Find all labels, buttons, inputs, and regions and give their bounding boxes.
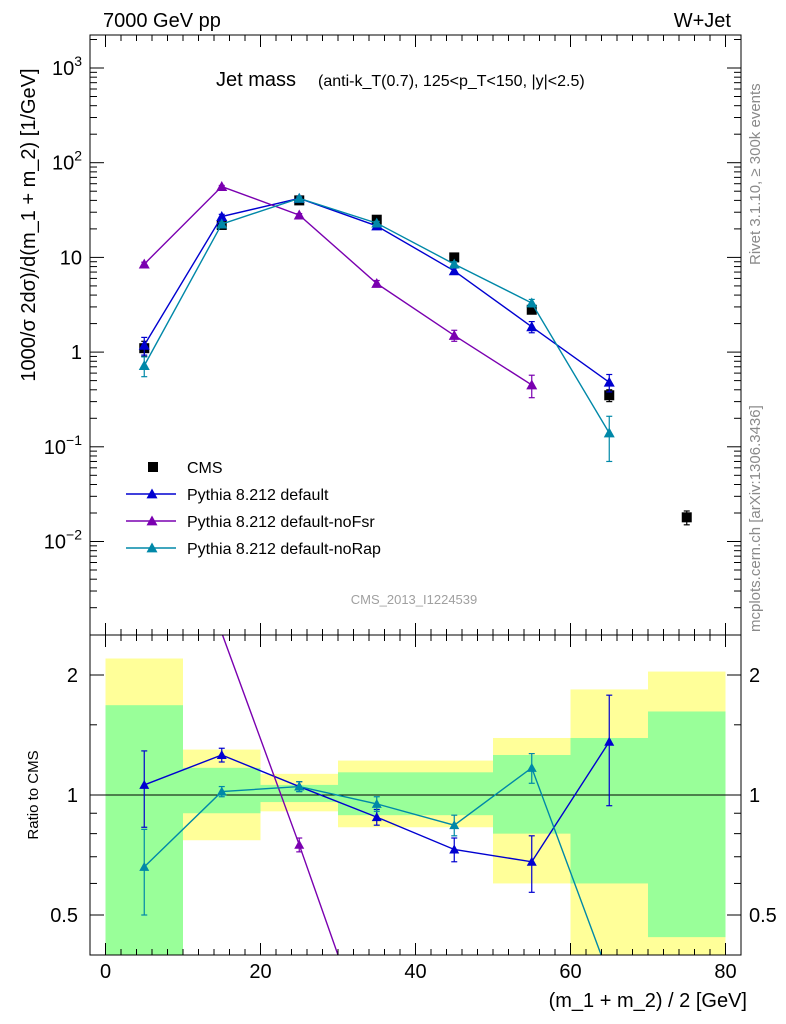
uncertainty-band-green bbox=[415, 772, 493, 816]
legend-marker bbox=[146, 515, 158, 526]
data-point bbox=[293, 192, 305, 203]
data-point bbox=[526, 304, 537, 315]
data-point bbox=[138, 360, 150, 371]
ratio-y-tick-label-right: 0.5 bbox=[749, 905, 777, 927]
ratio-y-tick-label-left: 2 bbox=[67, 665, 78, 687]
uncertainty-band-green bbox=[260, 784, 338, 803]
data-point bbox=[293, 209, 305, 220]
ratio-point bbox=[216, 786, 227, 796]
ratio-point bbox=[139, 779, 150, 789]
data-point bbox=[371, 217, 383, 228]
data-point bbox=[371, 278, 383, 288]
data-point bbox=[448, 329, 460, 340]
y-tick-label: 10−2 bbox=[44, 527, 82, 554]
data-point bbox=[216, 211, 228, 221]
ratio-y-tick-label-left: 0.5 bbox=[50, 905, 78, 927]
ratio-point bbox=[449, 820, 460, 830]
legend-label: Pythia 8.212 default bbox=[187, 487, 329, 504]
data-point bbox=[526, 297, 538, 308]
x-tick-label: 40 bbox=[404, 961, 426, 983]
series-line-2 bbox=[143, 185, 533, 386]
legend-marker bbox=[146, 542, 158, 553]
process-label: W+Jet bbox=[674, 10, 732, 32]
x-tick-label: 80 bbox=[714, 961, 736, 983]
data-point bbox=[448, 258, 460, 269]
ratio-point bbox=[139, 861, 150, 871]
data-point bbox=[138, 339, 150, 350]
legend-label: CMS bbox=[187, 460, 223, 477]
ratio-y-axis-label: Ratio to CMS bbox=[25, 750, 42, 839]
main-y-axis-label: 1000/σ 2dσ)/d(m_1 + m_2) [1/GeV] bbox=[18, 68, 40, 381]
data-point bbox=[449, 252, 460, 263]
ratio-point bbox=[294, 839, 305, 849]
rivet-label: Rivet 3.1.10, ≥ 300k events bbox=[747, 83, 764, 265]
data-point bbox=[216, 181, 228, 191]
ratio-point bbox=[526, 856, 537, 866]
energy-label: 7000 GeV pp bbox=[103, 10, 221, 32]
ratio-point bbox=[604, 736, 615, 746]
legend-marker bbox=[146, 488, 158, 499]
y-tick-label: 1 bbox=[71, 342, 82, 364]
series-line-3 bbox=[143, 197, 610, 434]
y-tick-label: 103 bbox=[52, 53, 82, 80]
data-point bbox=[604, 390, 615, 401]
y-tick-label: 102 bbox=[52, 148, 82, 175]
ratio-y-tick-label-right: 1 bbox=[749, 785, 760, 807]
ratio-point bbox=[449, 844, 460, 854]
ratio-point bbox=[371, 812, 382, 822]
data-point bbox=[448, 265, 460, 276]
mcplots-label: mcplots.cern.ch [arXiv:1306.3436] bbox=[747, 405, 764, 632]
legend: CMS Pythia 8.212 default Pythia 8.212 defa… bbox=[126, 460, 381, 558]
uncertainty-band-green bbox=[648, 711, 726, 938]
legend-label: Pythia 8.212 default-noFsr bbox=[187, 514, 375, 531]
legend-label: Pythia 8.212 default-noRap bbox=[187, 541, 381, 558]
data-point bbox=[138, 258, 150, 269]
data-point bbox=[603, 427, 615, 438]
analysis-watermark: CMS_2013_I1224539 bbox=[351, 592, 478, 607]
data-point bbox=[526, 379, 538, 390]
plot-subtitle: (anti-k_T(0.7), 125<p_T<150, |y|<2.5) bbox=[318, 73, 585, 90]
data-point bbox=[216, 218, 228, 229]
ratio-point bbox=[216, 749, 227, 759]
x-tick-label: 60 bbox=[559, 961, 581, 983]
ratio-point bbox=[294, 781, 305, 791]
y-tick-label: 10 bbox=[60, 247, 82, 269]
ratio-point bbox=[526, 762, 537, 772]
y-tick-label: 10−1 bbox=[44, 432, 82, 459]
legend-marker bbox=[148, 462, 158, 472]
x-tick-label: 0 bbox=[100, 961, 111, 983]
data-point bbox=[526, 321, 538, 332]
x-tick-label: 20 bbox=[249, 961, 271, 983]
ratio-point bbox=[371, 798, 382, 808]
ratio-plot: 0.5 0.51 12 20 20 40 60 80 Ratio to CMS (m_1 + … bbox=[25, 634, 777, 1012]
ratio-y-tick-label-right: 2 bbox=[749, 665, 760, 687]
data-point bbox=[681, 512, 692, 523]
ratio-y-tick-label-left: 1 bbox=[67, 785, 78, 807]
plot-title: Jet mass bbox=[216, 69, 296, 91]
x-axis-label: (m_1 + m_2) / 2 [GeV] bbox=[549, 990, 747, 1012]
data-point bbox=[603, 376, 615, 387]
